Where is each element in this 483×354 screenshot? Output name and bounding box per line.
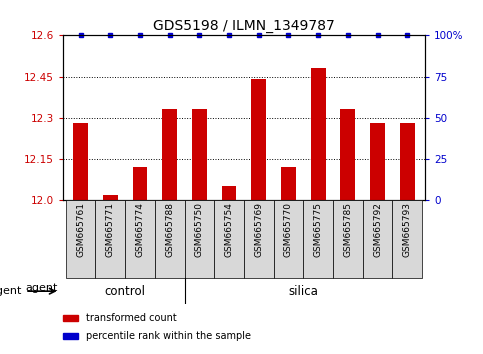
Text: GSM665770: GSM665770 (284, 202, 293, 257)
FancyBboxPatch shape (214, 200, 244, 278)
Bar (103, 194, 118, 200)
FancyBboxPatch shape (244, 200, 273, 278)
Text: GSM665775: GSM665775 (313, 202, 323, 257)
Text: silica: silica (288, 285, 318, 298)
Bar (251, 79, 266, 200)
Bar (192, 109, 207, 200)
FancyBboxPatch shape (155, 200, 185, 278)
Text: agent: agent (0, 286, 22, 296)
FancyBboxPatch shape (392, 200, 422, 278)
FancyBboxPatch shape (363, 200, 392, 278)
Title: GDS5198 / ILMN_1349787: GDS5198 / ILMN_1349787 (153, 19, 335, 33)
FancyBboxPatch shape (96, 200, 125, 278)
FancyBboxPatch shape (303, 200, 333, 278)
FancyBboxPatch shape (66, 200, 96, 278)
Bar (63, 315, 78, 321)
FancyBboxPatch shape (273, 200, 303, 278)
Bar (400, 123, 414, 200)
Text: transformed count: transformed count (85, 313, 176, 322)
Text: GSM665771: GSM665771 (106, 202, 115, 257)
Text: GSM665793: GSM665793 (403, 202, 412, 257)
Text: control: control (105, 285, 146, 298)
Bar (73, 123, 88, 200)
Bar (281, 167, 296, 200)
Text: GSM665788: GSM665788 (165, 202, 174, 257)
Bar (222, 186, 237, 200)
Text: percentile rank within the sample: percentile rank within the sample (85, 331, 251, 341)
Text: GSM665785: GSM665785 (343, 202, 352, 257)
Bar (341, 109, 355, 200)
FancyBboxPatch shape (125, 200, 155, 278)
FancyBboxPatch shape (333, 200, 363, 278)
Bar (162, 109, 177, 200)
Text: agent: agent (26, 282, 58, 293)
FancyBboxPatch shape (185, 200, 214, 278)
Text: GSM665774: GSM665774 (136, 202, 144, 257)
Bar (63, 333, 78, 339)
Text: GSM665750: GSM665750 (195, 202, 204, 257)
Bar (311, 68, 326, 200)
Text: GSM665792: GSM665792 (373, 202, 382, 257)
Text: GSM665761: GSM665761 (76, 202, 85, 257)
Bar (370, 123, 385, 200)
Text: GSM665769: GSM665769 (254, 202, 263, 257)
Bar (132, 167, 147, 200)
Text: GSM665754: GSM665754 (225, 202, 234, 257)
